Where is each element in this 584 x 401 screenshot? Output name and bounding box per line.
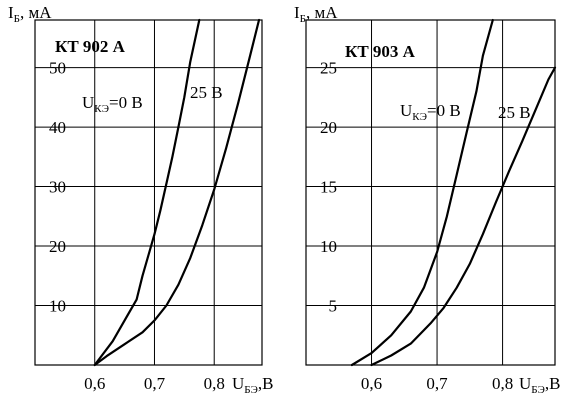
chart1-series-1-label-sub: КЭ xyxy=(94,103,109,115)
chart1-xtick-label: 0,6 xyxy=(84,374,105,393)
chart2-series-2-label: 25 В xyxy=(498,103,531,122)
chart2-xlabel-main: U xyxy=(519,374,531,393)
chart2-plot-frame xyxy=(305,19,556,366)
chart2-xtick-label: 0,8 xyxy=(492,374,513,393)
chart2-xtick-label: 0,6 xyxy=(361,374,382,393)
chart1-series-1-label-rest: =0 В xyxy=(109,93,143,112)
chart2-ytick-label: 10 xyxy=(320,237,337,256)
chart1-xtick-label: 0,8 xyxy=(204,374,225,393)
chart1-xlabel-sub: БЭ xyxy=(244,384,258,396)
chart1-xlabel-main: U xyxy=(232,374,244,393)
chart1-series-1-label: UКЭ=0 В xyxy=(82,93,143,115)
chart1-title: КТ 902 А xyxy=(55,37,126,56)
chart1-xlabel-unit: ,В xyxy=(258,374,274,393)
chart1-ylabel-sub: Б xyxy=(14,13,20,25)
chart2-series-1-line xyxy=(350,18,494,367)
chart1-series-1-label-main: U xyxy=(82,93,94,112)
chart2-ylabel-unit: , мА xyxy=(306,3,338,22)
chart2-ylabel: IБ, мА xyxy=(294,3,338,25)
chart2-ytick-label: 5 xyxy=(329,297,338,316)
chart1-ytick-label: 20 xyxy=(49,237,66,256)
chart2-ylabel-sub: Б xyxy=(300,13,306,25)
chart1-ytick-label: 40 xyxy=(49,118,66,137)
chart1-ylabel-main: I xyxy=(8,3,14,22)
chart2-xlabel-sub: БЭ xyxy=(531,384,545,396)
chart2-title: КТ 903 А xyxy=(345,42,416,61)
chart2-series-1-label-sub: КЭ xyxy=(412,111,427,123)
chart1-series-2-label: 25 В xyxy=(190,83,223,102)
chart1-ylabel-unit: , мА xyxy=(20,3,52,22)
chart1-xtick-label: 0,7 xyxy=(144,374,166,393)
chart2-series-2-line xyxy=(370,66,557,367)
chart2-series-1-label-main: U xyxy=(400,101,412,120)
chart2-xlabel-unit: ,В xyxy=(545,374,561,393)
chart2-ylabel-main: I xyxy=(294,3,300,22)
chart2-series-1-label: UКЭ=0 В xyxy=(400,101,461,123)
chart1-series-1-line xyxy=(93,18,201,367)
chart1-ylabel: IБ, мА xyxy=(8,3,52,25)
chart1-ytick-label: 50 xyxy=(49,59,66,78)
chart1-ytick-label: 10 xyxy=(49,297,66,316)
chart2-xlabel: UБЭ,В xyxy=(519,374,560,396)
chart1-xlabel: UБЭ,В xyxy=(232,374,273,396)
chart1-plot-frame xyxy=(34,19,263,366)
chart2-ytick-label: 15 xyxy=(320,178,337,197)
chart2-ytick-label: 20 xyxy=(320,118,337,137)
chart1-series-2-line xyxy=(93,18,261,367)
chart2-xtick-label: 0,7 xyxy=(426,374,448,393)
chart2-ytick-label: 25 xyxy=(320,59,337,78)
chart2-series-1-label-rest: =0 В xyxy=(427,101,461,120)
chart1-ytick-label: 30 xyxy=(49,178,66,197)
